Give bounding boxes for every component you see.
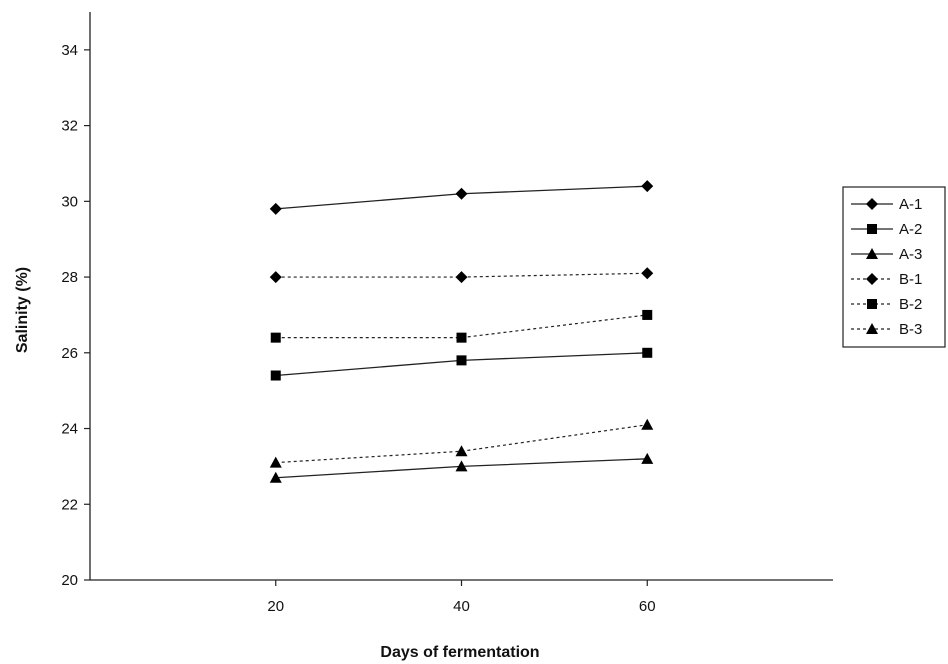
- legend-label: A-1: [899, 196, 922, 213]
- data-point: [270, 370, 281, 381]
- data-point: [269, 456, 282, 468]
- data-point: [270, 332, 281, 343]
- x-axis-title: Days of fermentation: [380, 644, 539, 661]
- series-b-3: [269, 418, 654, 468]
- data-point: [642, 309, 653, 320]
- legend-item: B-2: [851, 296, 922, 313]
- data-point: [455, 460, 468, 472]
- y-axis-title: Salinity (%): [14, 267, 31, 353]
- y-tick-label: 28: [61, 269, 78, 286]
- data-point: [455, 445, 468, 457]
- legend-box: [842, 186, 946, 348]
- legend-item: B-1: [851, 271, 922, 288]
- legend-label: B-2: [899, 296, 922, 313]
- data-point: [641, 452, 654, 464]
- series-a-3: [269, 452, 654, 483]
- data-point: [456, 332, 467, 343]
- data-point: [455, 187, 468, 200]
- series-a-1: [269, 180, 654, 215]
- legend-label: B-3: [899, 321, 922, 338]
- chart-legend: A-1 A-2 A-3 B-1 B-2 B-3: [842, 186, 946, 348]
- legend-marker: [866, 273, 878, 285]
- data-point: [269, 202, 282, 215]
- series-b-2: [270, 309, 653, 343]
- y-tick-label: 24: [61, 421, 78, 438]
- legend-marker: [866, 248, 878, 259]
- legend-marker: [866, 323, 878, 334]
- legend-marker: [867, 224, 877, 234]
- data-point: [641, 180, 654, 193]
- chart-axes: 20 22 24 26 28 30 32 34 20 40 60: [61, 12, 833, 615]
- series-line: [275, 424, 648, 464]
- x-tick-label: 40: [453, 598, 470, 615]
- legend-item: B-3: [851, 321, 922, 338]
- data-point: [641, 267, 654, 280]
- y-tick-label: 20: [61, 572, 78, 589]
- legend-item: A-3: [851, 246, 922, 263]
- y-tick-label: 32: [61, 118, 78, 135]
- legend-marker: [867, 299, 877, 309]
- legend-marker: [866, 198, 878, 210]
- legend-item: A-2: [851, 221, 922, 238]
- legend-label: A-3: [899, 246, 922, 263]
- data-point: [642, 347, 653, 358]
- data-point: [641, 418, 654, 430]
- legend-item: A-1: [851, 196, 922, 213]
- x-tick-label: 20: [267, 598, 284, 615]
- legend-label: A-2: [899, 221, 922, 238]
- chart-series: [269, 180, 654, 483]
- series-b-1: [269, 267, 654, 284]
- data-point: [456, 355, 467, 366]
- y-tick-label: 34: [61, 42, 78, 59]
- series-line: [275, 314, 648, 339]
- y-tick-label: 30: [61, 193, 78, 210]
- data-point: [455, 271, 468, 284]
- series-a-2: [270, 347, 653, 381]
- y-tick-label: 22: [61, 496, 78, 513]
- data-point: [269, 471, 282, 483]
- y-tick-label: 26: [61, 345, 78, 362]
- legend-label: B-1: [899, 271, 922, 288]
- series-line: [275, 272, 648, 278]
- data-point: [269, 271, 282, 284]
- x-tick-label: 60: [639, 598, 656, 615]
